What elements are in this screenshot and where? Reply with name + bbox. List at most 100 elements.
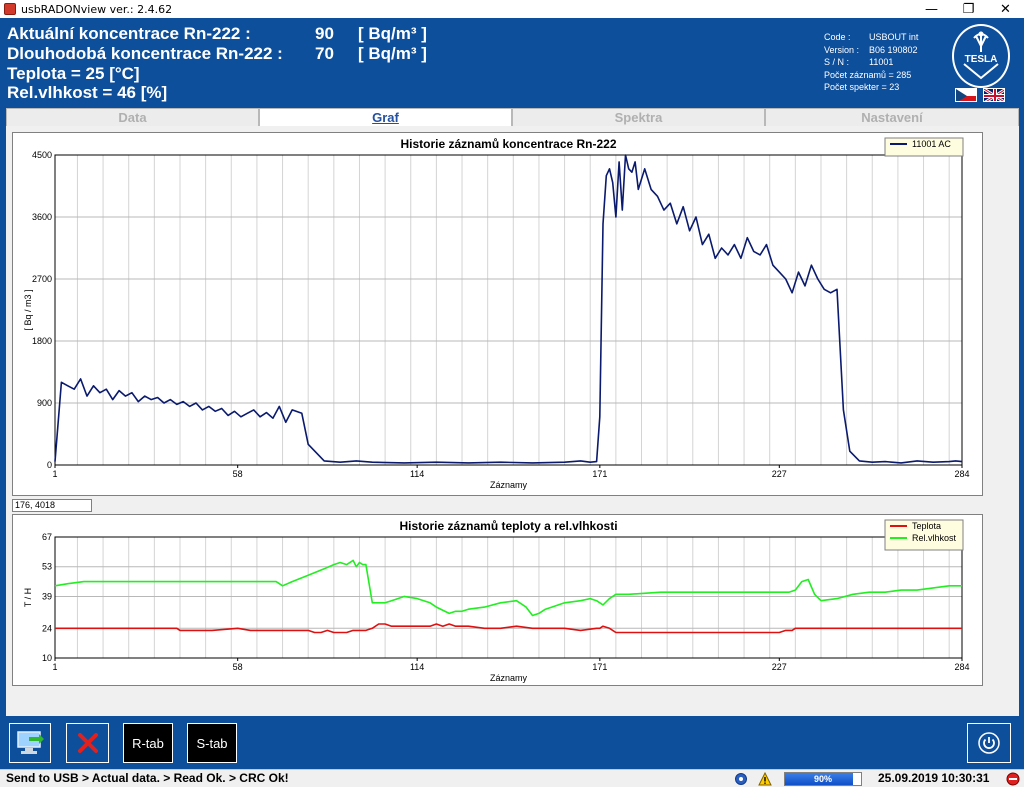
- tesla-logo: TESLA: [952, 24, 1010, 88]
- x-tick-label: 114: [410, 662, 424, 672]
- radon-chart-panel: Historie záznamů koncentrace Rn-222 0 900 1…: [12, 132, 983, 496]
- y-tick-label: 39: [42, 591, 52, 601]
- y-tick-label: 2700: [32, 274, 52, 284]
- y-tick-label: 3600: [32, 212, 52, 222]
- info-value-code: USBOUT int: [869, 32, 919, 42]
- x-tick-label: 284: [954, 662, 969, 672]
- info-key-version: Version :: [824, 44, 860, 55]
- y-tick-label: 900: [37, 398, 52, 408]
- actual-concentration-unit: [ Bq/m³ ]: [358, 24, 427, 43]
- x-tick-label: 227: [772, 662, 787, 672]
- window-controls: — ❐ ✕: [913, 0, 1024, 18]
- y-tick-label: 67: [42, 532, 52, 542]
- tab-graf-label: Graf: [372, 110, 399, 125]
- computer-send-icon: [17, 731, 44, 754]
- longterm-concentration-label: Dlouhodobá koncentrace Rn-222 :: [7, 44, 283, 63]
- status-message: Send to USB > Actual data. > Read Ok. > …: [6, 771, 289, 785]
- status-progress-fill: [785, 773, 854, 785]
- actual-concentration-value: 90: [315, 24, 334, 43]
- plot-frame: [54, 536, 963, 659]
- longterm-concentration-value: 70: [315, 44, 334, 63]
- y-tick-label: 1800: [32, 336, 52, 346]
- stop-icon[interactable]: [1006, 772, 1020, 786]
- info-key-serial: S / N :: [824, 57, 850, 68]
- delete-button[interactable]: [66, 723, 109, 763]
- app-area: Aktuální koncentrace Rn-222 : 90 [ Bq/m³…: [0, 18, 1024, 769]
- legend-label: Teplota: [912, 521, 941, 531]
- status-datetime: 25.09.2019 10:30:31: [878, 771, 990, 785]
- y-tick-label: 0: [47, 460, 52, 470]
- x-tick-label: 171: [592, 662, 607, 672]
- window-title: usbRADONview ver.: 2.4.62: [21, 2, 173, 16]
- settings-gear-icon[interactable]: [734, 772, 748, 786]
- x-axis-label: Záznamy: [490, 673, 528, 683]
- x-tick-label: 171: [592, 469, 607, 479]
- uk-flag-icon[interactable]: [983, 88, 1005, 102]
- temperature-readout: Teplota = 25 [°C]: [7, 64, 140, 83]
- red-x-icon: [77, 733, 98, 753]
- graf-page: Historie záznamů koncentrace Rn-222 0 900 1…: [6, 126, 1019, 716]
- tesla-logo-text: TESLA: [965, 54, 998, 65]
- tab-spektra-label: Spektra: [614, 110, 663, 125]
- chart-title: Historie záznamů koncentrace Rn-222: [400, 137, 616, 151]
- minimize-button[interactable]: —: [925, 1, 938, 17]
- longterm-concentration-unit: [ Bq/m³ ]: [358, 44, 427, 63]
- x-tick-label: 114: [410, 469, 424, 479]
- tab-data-label: Data: [118, 110, 147, 125]
- info-value-version: B06 190802: [869, 44, 918, 55]
- y-tick-label: 53: [42, 562, 52, 572]
- czech-flag-icon[interactable]: [955, 88, 977, 102]
- series-line-rel-vlhkost: [54, 559, 962, 617]
- status-progress-label: 90%: [813, 774, 832, 784]
- send-to-usb-button[interactable]: [9, 723, 51, 763]
- chart-title: Historie záznamů teploty a rel.vlhkosti: [399, 519, 617, 533]
- x-tick-label: 1: [52, 662, 57, 672]
- temp-humidity-chart-panel: Historie záznamů teploty a rel.vlhkosti 1…: [12, 514, 983, 686]
- power-icon: [978, 732, 1000, 754]
- x-tick-label: 58: [233, 469, 243, 479]
- actual-concentration-label: Aktuální koncentrace Rn-222 :: [7, 24, 251, 43]
- tab-nastaveni-label: Nastavení: [861, 110, 923, 125]
- y-axis-label: T / H: [23, 588, 33, 607]
- plot-frame: [54, 154, 963, 466]
- series-line-teplota: [55, 623, 962, 634]
- temp-humidity-chart[interactable]: Historie záznamů teploty a rel.vlhkosti 1…: [13, 515, 982, 685]
- r-tab-button[interactable]: R-tab: [123, 723, 173, 763]
- tab-spektra[interactable]: Spektra: [512, 108, 765, 127]
- legend-label: 11001 AC: [912, 139, 951, 149]
- y-tick-label: 10: [42, 653, 52, 663]
- info-spectra-count: Počet spekter = 23: [824, 82, 900, 93]
- x-tick-label: 1: [52, 469, 57, 479]
- cursor-readout: 176, 4018: [12, 499, 92, 512]
- status-progress-bar: 90%: [784, 772, 862, 786]
- x-axis-label: Záznamy: [490, 480, 528, 490]
- tab-bar: Data Graf Spektra Nastavení: [6, 108, 1019, 128]
- window-titlebar: usbRADONview ver.: 2.4.62 — ❐ ✕: [0, 0, 1024, 18]
- tesla-logo-graphic: TESLA: [963, 31, 999, 80]
- x-tick-label: 227: [772, 469, 787, 479]
- status-bar: Send to USB > Actual data. > Read Ok. > …: [0, 769, 1024, 787]
- y-tick-label: 24: [42, 623, 52, 633]
- radon-chart[interactable]: Historie záznamů koncentrace Rn-222 0 900 1…: [13, 133, 982, 495]
- humidity-readout: Rel.vlhkost = 46 [%]: [7, 83, 168, 102]
- close-button[interactable]: ✕: [1000, 1, 1011, 17]
- info-key-code: Code :: [824, 32, 851, 42]
- tab-data[interactable]: Data: [6, 108, 259, 127]
- s-tab-button[interactable]: S-tab: [187, 723, 237, 763]
- app-icon: [4, 3, 16, 15]
- x-tick-label: 284: [954, 469, 969, 479]
- y-axis-label: [ Bq / m3 ]: [23, 289, 33, 330]
- y-tick-label: 4500: [32, 150, 52, 160]
- tab-nastaveni[interactable]: Nastavení: [765, 108, 1019, 127]
- restore-button[interactable]: ❐: [962, 1, 975, 17]
- device-info: Code : USBOUT int Version : B06 190802 S /…: [824, 31, 918, 94]
- info-record-count: Počet záznamů = 285: [824, 69, 912, 80]
- legend-label: Rel.vlhkost: [912, 533, 957, 543]
- x-tick-label: 58: [233, 662, 243, 672]
- info-value-serial: 11001: [869, 57, 894, 68]
- legend-box: [884, 137, 964, 157]
- tab-graf[interactable]: Graf: [259, 108, 512, 128]
- warning-icon[interactable]: [758, 772, 772, 786]
- series-line-11001-ac: [54, 154, 963, 464]
- power-button[interactable]: [967, 723, 1011, 763]
